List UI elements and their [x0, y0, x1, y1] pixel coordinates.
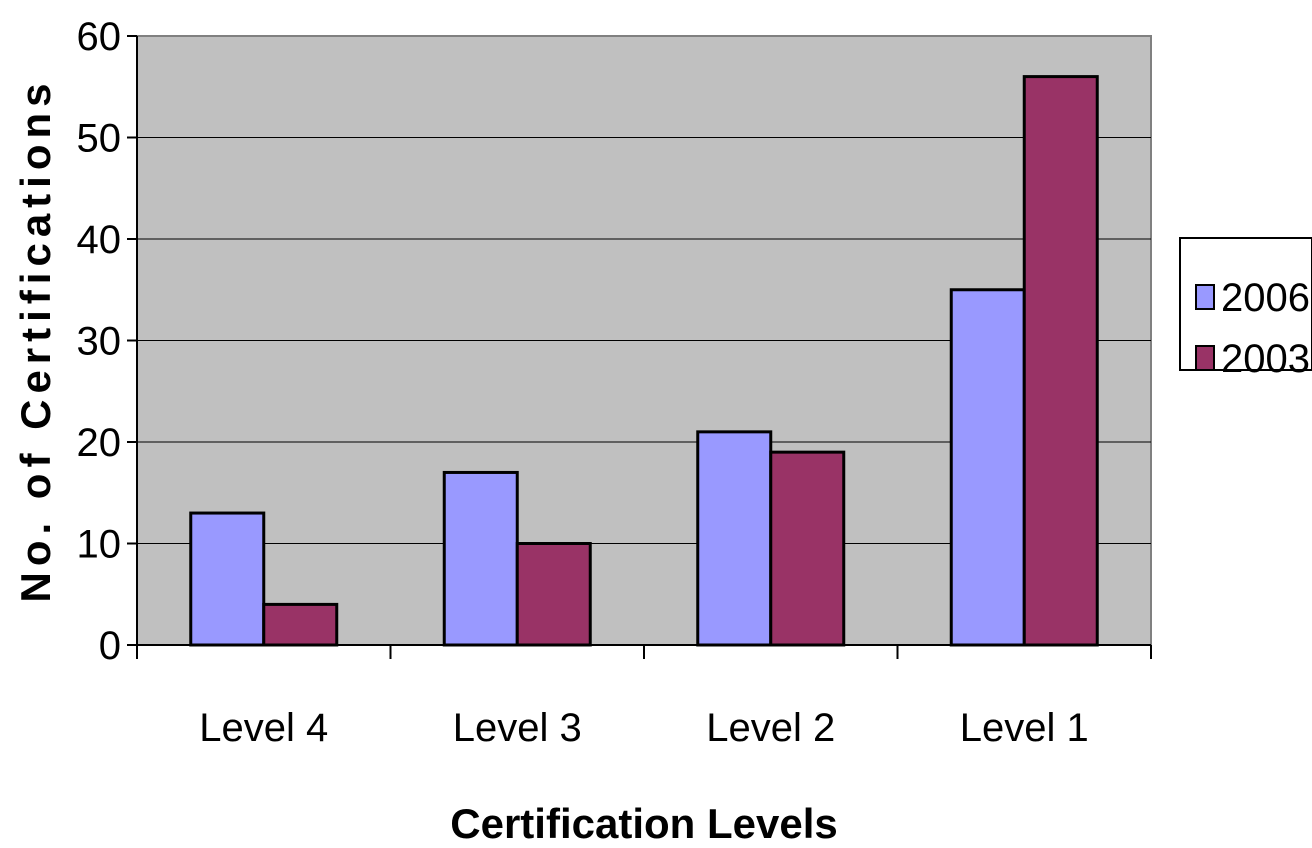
y-tick-label: 40	[77, 218, 122, 262]
y-tick-label: 0	[99, 624, 121, 668]
bar-2003-level-3	[515, 542, 592, 647]
bar-2003-level-2	[769, 450, 846, 647]
bar-2006-level-1	[949, 288, 1026, 647]
y-axis-title: No. of Certifications	[12, 77, 59, 602]
bar-2006-level-3	[442, 470, 519, 647]
y-tick-label: 10	[77, 523, 122, 567]
legend-label-2006: 2006	[1221, 276, 1310, 320]
y-axis-ticks: 0 10 20 30 40 50 60	[77, 15, 137, 668]
y-tick-label: 50	[77, 117, 122, 161]
x-category-label: Level 2	[706, 706, 835, 750]
legend-swatch-2006	[1195, 284, 1215, 310]
x-axis-title: Certification Levels	[450, 800, 837, 843]
bar-2006-level-2	[696, 430, 773, 647]
bar-2003-level-1	[1022, 75, 1099, 647]
legend-label-2003: 2003	[1221, 337, 1310, 381]
x-category-label: Level 4	[199, 706, 328, 750]
y-tick-label: 20	[77, 421, 122, 465]
bar-2006-level-4	[189, 511, 266, 647]
x-category-label: Level 1	[960, 706, 1089, 750]
bars	[189, 75, 1099, 647]
x-axis-ticks: Level 4 Level 3 Level 2 Level 1	[136, 645, 1152, 750]
y-tick-label: 60	[77, 15, 122, 59]
x-category-label: Level 3	[453, 706, 582, 750]
bar-2003-level-4	[262, 602, 339, 647]
y-tick-label: 30	[77, 320, 122, 364]
legend-swatch-2003	[1195, 345, 1215, 371]
legend: 2006 2003	[1179, 237, 1312, 381]
